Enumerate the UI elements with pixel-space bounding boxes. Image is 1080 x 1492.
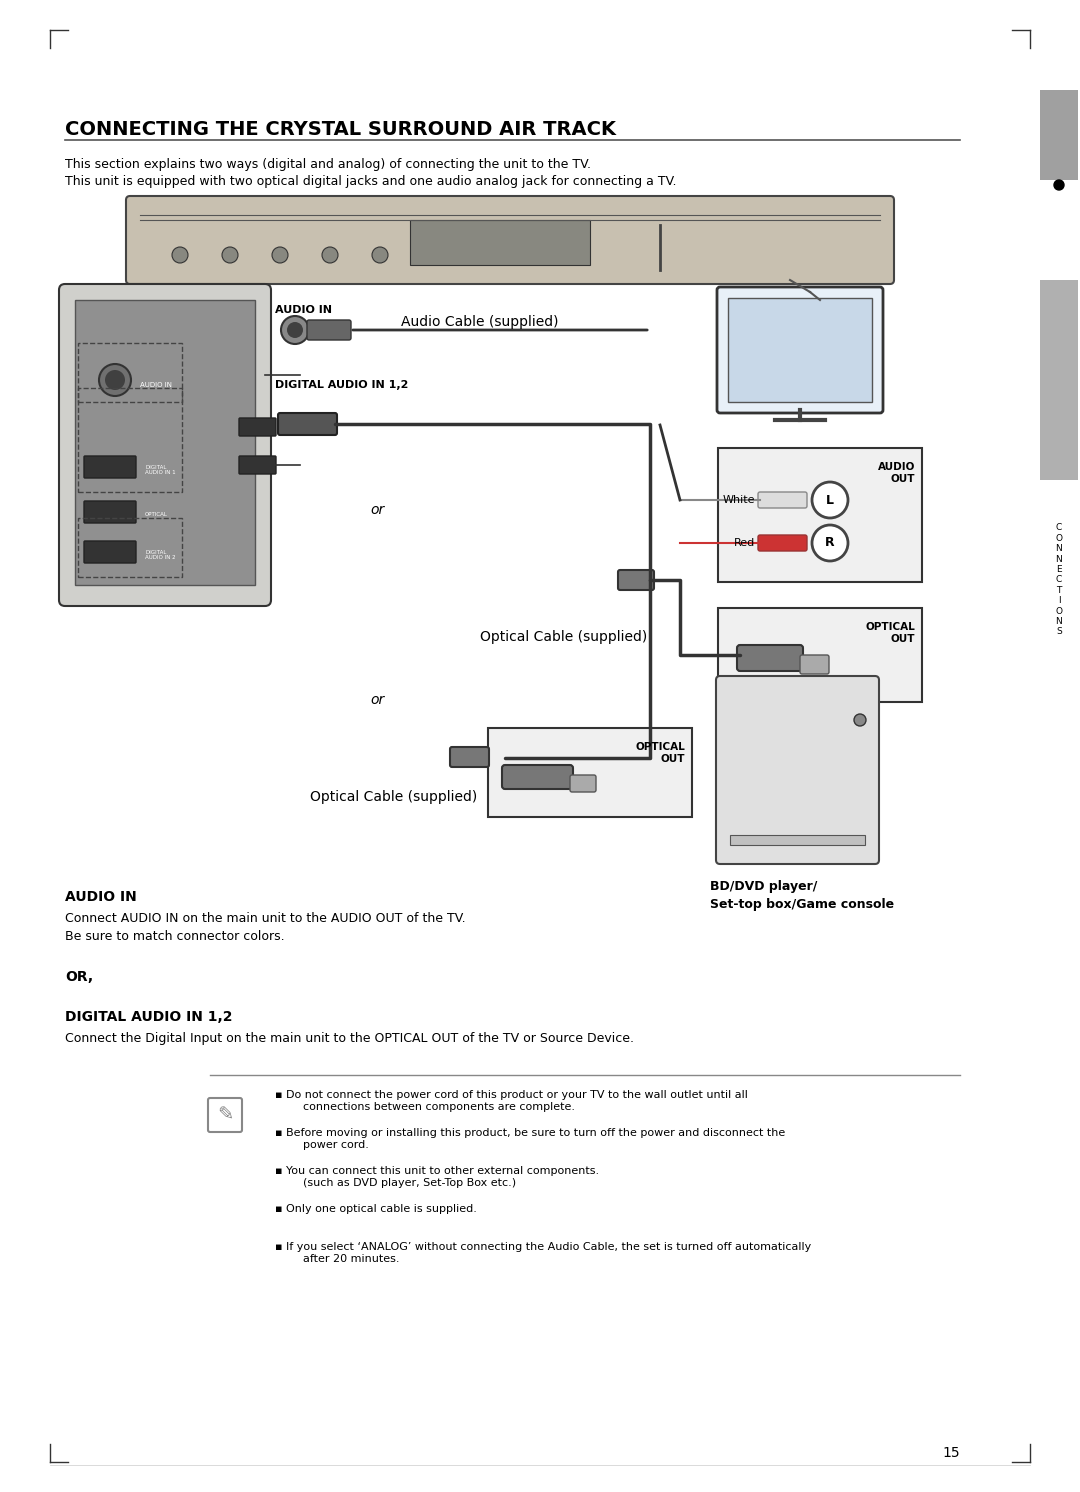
Circle shape	[222, 248, 238, 263]
Text: DIGITAL AUDIO IN 1,2: DIGITAL AUDIO IN 1,2	[275, 380, 408, 389]
FancyBboxPatch shape	[758, 536, 807, 551]
Text: OPTICAL
OUT: OPTICAL OUT	[865, 622, 915, 643]
Text: AUDIO IN: AUDIO IN	[65, 891, 137, 904]
Text: OR,: OR,	[65, 970, 93, 985]
Text: Be sure to match connector colors.: Be sure to match connector colors.	[65, 930, 285, 943]
Circle shape	[1054, 181, 1064, 189]
Text: ▪ Before moving or installing this product, be sure to turn off the power and di: ▪ Before moving or installing this produ…	[275, 1128, 785, 1150]
FancyBboxPatch shape	[450, 747, 489, 767]
Text: ▪ Do not connect the power cord of this product or your TV to the wall outlet un: ▪ Do not connect the power cord of this …	[275, 1091, 747, 1112]
FancyBboxPatch shape	[1040, 280, 1078, 480]
Text: E
N
G: E N G	[1054, 224, 1064, 257]
Text: This unit is equipped with two optical digital jacks and one audio analog jack f: This unit is equipped with two optical d…	[65, 175, 676, 188]
Text: Red: Red	[733, 539, 755, 548]
FancyBboxPatch shape	[307, 319, 351, 340]
Text: Optical Cable (supplied): Optical Cable (supplied)	[310, 789, 477, 804]
Circle shape	[172, 248, 188, 263]
Text: White: White	[723, 495, 755, 504]
Text: Audio Cable (supplied): Audio Cable (supplied)	[402, 315, 558, 330]
Text: Set-top box/Game console: Set-top box/Game console	[710, 898, 894, 912]
Bar	[410, 219, 590, 266]
Text: Connect AUDIO IN on the main unit to the AUDIO OUT of the TV.: Connect AUDIO IN on the main unit to the…	[65, 912, 465, 925]
FancyBboxPatch shape	[718, 609, 922, 703]
Bar	[728, 298, 872, 401]
FancyBboxPatch shape	[717, 286, 883, 413]
FancyBboxPatch shape	[570, 774, 596, 792]
Text: Connect the Digital Input on the main unit to the OPTICAL OUT of the TV or Sourc: Connect the Digital Input on the main un…	[65, 1032, 634, 1044]
Circle shape	[281, 316, 309, 345]
FancyBboxPatch shape	[737, 645, 804, 671]
Text: OPTICAL
OUT: OPTICAL OUT	[635, 742, 685, 764]
FancyBboxPatch shape	[126, 195, 894, 283]
Text: 15: 15	[943, 1446, 960, 1461]
Circle shape	[99, 364, 131, 395]
Text: CONNECTING THE CRYSTAL SURROUND AIR TRACK: CONNECTING THE CRYSTAL SURROUND AIR TRAC…	[65, 119, 616, 139]
FancyBboxPatch shape	[84, 501, 136, 524]
Text: DIGITAL AUDIO IN 1,2: DIGITAL AUDIO IN 1,2	[65, 1010, 232, 1024]
Text: This section explains two ways (digital and analog) of connecting the unit to th: This section explains two ways (digital …	[65, 158, 591, 172]
Circle shape	[812, 525, 848, 561]
Text: Optical Cable (supplied): Optical Cable (supplied)	[480, 630, 647, 645]
FancyBboxPatch shape	[716, 676, 879, 864]
Text: L: L	[826, 494, 834, 506]
FancyBboxPatch shape	[59, 283, 271, 606]
Circle shape	[272, 248, 288, 263]
Text: AUDIO IN: AUDIO IN	[140, 382, 172, 388]
Circle shape	[812, 482, 848, 518]
Text: ▪ If you select ‘ANALOG’ without connecting the Audio Cable, the set is turned o: ▪ If you select ‘ANALOG’ without connect…	[275, 1241, 811, 1264]
Text: DIGITAL
AUDIO IN 2: DIGITAL AUDIO IN 2	[145, 549, 176, 561]
Circle shape	[105, 370, 125, 389]
FancyBboxPatch shape	[239, 457, 276, 474]
FancyBboxPatch shape	[239, 418, 276, 436]
Text: C
O
N
N
E
C
T
I
O
N
S: C O N N E C T I O N S	[1055, 524, 1063, 637]
FancyBboxPatch shape	[718, 448, 922, 582]
Text: DIGITAL
AUDIO IN 1: DIGITAL AUDIO IN 1	[145, 464, 176, 476]
FancyBboxPatch shape	[488, 728, 692, 818]
Circle shape	[287, 322, 303, 339]
FancyBboxPatch shape	[278, 413, 337, 436]
FancyBboxPatch shape	[758, 492, 807, 507]
Text: or: or	[370, 692, 384, 707]
Circle shape	[854, 715, 866, 727]
FancyBboxPatch shape	[502, 765, 573, 789]
Text: BD/DVD player/: BD/DVD player/	[710, 880, 818, 894]
Text: AUDIO
OUT: AUDIO OUT	[878, 463, 915, 483]
Text: ▪ You can connect this unit to other external components.
        (such as DVD p: ▪ You can connect this unit to other ext…	[275, 1167, 599, 1188]
Circle shape	[322, 248, 338, 263]
FancyBboxPatch shape	[84, 542, 136, 562]
Text: OPTICAL: OPTICAL	[145, 512, 167, 518]
Circle shape	[372, 248, 388, 263]
FancyBboxPatch shape	[618, 570, 654, 589]
Text: or: or	[370, 503, 384, 518]
Text: ✎: ✎	[217, 1106, 233, 1125]
FancyBboxPatch shape	[1040, 90, 1078, 181]
FancyBboxPatch shape	[84, 457, 136, 477]
Bar	[75, 300, 255, 585]
Bar	[730, 836, 865, 844]
Text: R: R	[825, 537, 835, 549]
FancyBboxPatch shape	[208, 1098, 242, 1132]
FancyBboxPatch shape	[800, 655, 829, 674]
Text: ▪ Only one optical cable is supplied.: ▪ Only one optical cable is supplied.	[275, 1204, 477, 1214]
Text: AUDIO IN: AUDIO IN	[275, 304, 332, 315]
